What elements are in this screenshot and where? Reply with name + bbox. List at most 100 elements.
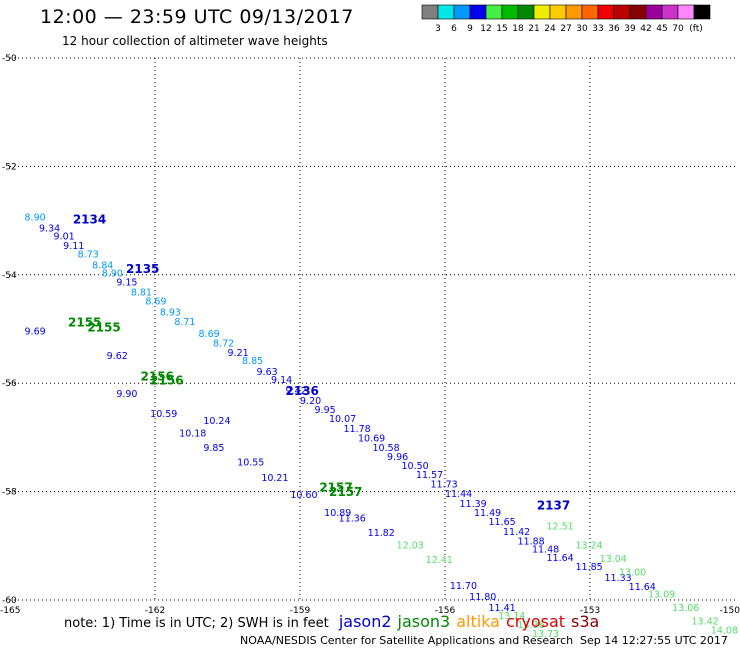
swh-value-jason2: 8.81 (131, 287, 152, 298)
colorbar-label: 6 (451, 24, 457, 34)
colorbar-swatch (437, 4, 455, 20)
colorbar-swatch (533, 4, 551, 20)
colorbar-swatch (565, 4, 583, 20)
swh-value-jason2: 9.69 (25, 326, 46, 337)
swh-value-jason3: 11.36 (339, 513, 366, 524)
colorbar-swatch (581, 4, 599, 20)
x-tick-label: -162 (145, 606, 165, 616)
colorbar-unit: (ft) (689, 24, 703, 34)
colorbar-swatch (629, 4, 647, 20)
colorbar-label: 36 (608, 24, 620, 34)
swh-value-jason2: 11.70 (450, 581, 477, 592)
swh-value-jason3: 12.51 (547, 522, 574, 533)
y-tick-label: -56 (2, 379, 17, 389)
swh-value-jason3: 11.82 (368, 528, 395, 539)
swh-value-jason2: 9.95 (315, 405, 336, 416)
colorbar-label: 39 (624, 24, 636, 34)
mission-legend: jason2 jason3 altika cryosat s3a (333, 612, 600, 631)
swh-value-jason2: 8.90 (102, 268, 123, 279)
swh-value-jason2: 10.55 (237, 458, 264, 469)
y-tick-label: -60 (2, 596, 17, 606)
colorbar-swatch (485, 4, 503, 20)
colorbar-swatch (549, 4, 567, 20)
track-label: 2155 (68, 315, 101, 329)
mission-jason3: jason3 (397, 612, 451, 631)
swh-value-jason2: 9.15 (116, 278, 137, 289)
swh-value-jason2: 9.20 (300, 396, 321, 407)
colorbar-label: 42 (640, 24, 651, 34)
swh-value-jason2: 9.42 (286, 386, 307, 397)
swh-value-jason2: 10.21 (261, 473, 288, 484)
swh-value-jason2: 11.88 (518, 537, 545, 548)
x-tick-label: -165 (0, 606, 20, 616)
swh-value-jason2: 8.90 (25, 213, 46, 224)
swh-value-jason2: 11.64 (629, 582, 656, 593)
swh-value-jason2: 9.90 (116, 389, 137, 400)
x-tick-label: -156 (435, 606, 456, 616)
swh-value-jason2: 11.48 (532, 544, 559, 555)
swh-value-jason2: 10.60 (290, 490, 317, 501)
swh-value-jason2: 10.50 (402, 461, 429, 472)
track-label: 2137 (537, 498, 570, 512)
swh-value-jason2: 11.73 (431, 479, 458, 490)
track-label: 2156 (141, 369, 174, 383)
swh-value-jason3: 13.09 (648, 589, 675, 600)
colorbar-swatch (661, 4, 679, 20)
swh-value-jason2: 8.73 (78, 249, 99, 260)
colorbar-label: 27 (560, 24, 571, 34)
mission-s3a: s3a (571, 612, 600, 631)
swh-value-jason2: 11.80 (469, 592, 496, 603)
swh-value-jason2: 8.69 (199, 329, 220, 340)
swh-value-jason2: 8.72 (213, 338, 234, 349)
swh-value-jason3: 9.62 (107, 351, 128, 362)
colorbar-swatch (613, 4, 631, 20)
generation-timestamp: Sep 14 12:27:55 UTC 2017 (580, 634, 728, 647)
swh-value-jason2: 10.59 (150, 409, 177, 420)
y-tick-label: -50 (2, 54, 17, 64)
track-label: 2155 (87, 321, 120, 335)
swh-value-jason2: 11.44 (445, 489, 472, 500)
colorbar-swatch (469, 4, 487, 20)
colorbar-label: 18 (512, 24, 524, 34)
mission-altika: altika (456, 612, 500, 631)
x-tick-label: -153 (580, 606, 600, 616)
lat-lon-grid (10, 58, 735, 600)
swh-value-jason2: 11.42 (503, 527, 530, 538)
swh-value-jason2: 8.93 (160, 307, 181, 318)
swh-value-jason3: 13.00 (619, 568, 646, 579)
colorbar-label: 33 (592, 24, 603, 34)
swh-value-jason3: 14.08 (711, 626, 738, 637)
swh-value-jason2: 10.58 (373, 443, 400, 454)
colorbar-label: 15 (496, 24, 507, 34)
colorbar-swatch (453, 4, 471, 20)
chart-title: 12:00 — 23:59 UTC 09/13/2017 (40, 6, 354, 28)
colorbar-label: 9 (467, 24, 473, 34)
swh-value-jason2: 11.39 (460, 499, 487, 510)
wave-height-values: 8.909.349.019.118.738.848.909.158.818.69… (25, 213, 739, 640)
colorbar-label: 3 (435, 24, 441, 34)
footnote: note: 1) Time is in UTC; 2) SWH is in fe… (64, 612, 599, 631)
swh-value-jason2: 9.21 (228, 348, 249, 359)
swh-value-jason3: 12.03 (397, 541, 424, 552)
swh-value-jason2: 11.64 (547, 553, 574, 564)
swh-value-jason3: 13.73 (532, 629, 559, 640)
swh-value-jason3: 12.41 (426, 555, 453, 566)
swh-value-jason2: 9.11 (63, 241, 84, 252)
colorbar-label: 12 (480, 24, 491, 34)
y-tick-label: -54 (2, 271, 17, 281)
swh-value-jason2: 10.18 (179, 428, 206, 439)
swh-value-jason3: 13.24 (576, 541, 603, 552)
swh-value-jason2: 10.07 (329, 414, 356, 425)
track-label: 2156 (150, 373, 183, 387)
mission-jason2: jason2 (338, 612, 392, 631)
x-tick-label: -150 (720, 606, 740, 616)
track-label: 2134 (73, 212, 106, 226)
swh-value-jason2: 11.49 (474, 508, 501, 519)
swh-value-jason2: 9.63 (257, 367, 278, 378)
swh-value-jason2: 11.78 (344, 424, 371, 435)
colorbar-label: 45 (656, 24, 667, 34)
colorbar-label: 21 (528, 24, 539, 34)
axis-tick-labels: -165 -162 -159 -156 -153 -150 -50 -52 -54 -56 -58 -… (0, 54, 740, 616)
swh-value-jason2: 11.85 (576, 562, 603, 573)
